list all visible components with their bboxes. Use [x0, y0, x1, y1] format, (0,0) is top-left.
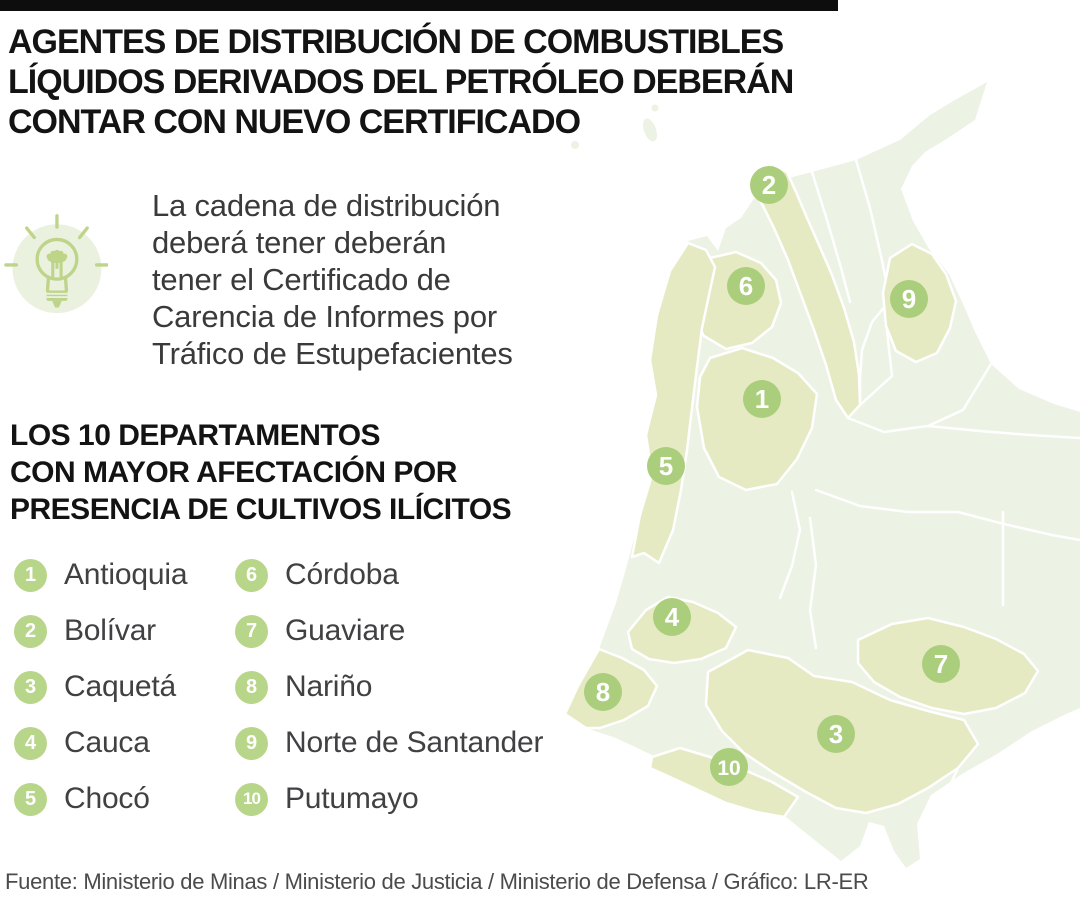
item-label: Cauca — [64, 726, 150, 759]
list-item: 5 Chocó — [14, 771, 187, 827]
map-marker-10: 10 — [710, 748, 748, 786]
map-marker-8: 8 — [584, 673, 622, 711]
map-marker-7: 7 — [922, 645, 960, 683]
top-accent-bar — [0, 0, 838, 11]
map-marker-4: 4 — [653, 598, 691, 636]
map-marker-1: 1 — [743, 380, 781, 418]
svg-text:6: 6 — [739, 271, 753, 301]
item-label: Norte de Santander — [285, 726, 544, 759]
map-markers: 1 2 3 4 5 6 7 8 9 10 — [584, 166, 960, 786]
map-marker-5: 5 — [647, 447, 685, 485]
map-marker-9: 9 — [890, 280, 928, 318]
item-number-badge: 4 — [14, 726, 47, 760]
list-item: 2 Bolívar — [14, 603, 187, 659]
source-line: Fuente: Ministerio de Minas / Ministerio… — [5, 869, 869, 894]
intro-text: La cadena de distribución deberá tener de… — [152, 188, 513, 371]
item-label: Córdoba — [285, 558, 399, 591]
departments-column-2: 6 Córdoba 7 Guaviare 8 Nariño 9 Norte de Santan… — [235, 547, 543, 827]
map-marker-2: 2 — [750, 166, 788, 204]
svg-text:2: 2 — [762, 170, 776, 200]
item-number-badge: 1 — [14, 558, 47, 592]
item-label: Antioquia — [64, 558, 188, 591]
list-item: 3 Caquetá — [14, 659, 187, 715]
departments-column-1: 1 Antioquia 2 Bolívar 3 Caquetá 4 Cauca 5 Chocó — [14, 547, 188, 827]
dept-bolivar — [754, 162, 862, 420]
item-number-badge: 10 — [235, 782, 268, 816]
item-label: Bolívar — [64, 614, 156, 647]
list-item: 7 Guaviare — [235, 603, 543, 659]
list-item: 4 Cauca — [14, 715, 187, 771]
svg-text:4: 4 — [665, 602, 680, 632]
svg-text:7: 7 — [934, 649, 948, 679]
svg-text:5: 5 — [659, 451, 673, 481]
colombia-map-svg: 1 2 3 4 5 6 7 8 9 10 — [563, 82, 1080, 868]
list-item: 1 Antioquia — [14, 547, 188, 603]
list-item: 8 Nariño — [235, 659, 543, 715]
svg-text:9: 9 — [902, 284, 916, 314]
map-marker-6: 6 — [727, 267, 765, 305]
lightbulb-icon — [4, 208, 109, 325]
item-label: Chocó — [64, 782, 150, 815]
list-item: 6 Córdoba — [235, 547, 543, 603]
map-marker-3: 3 — [817, 715, 855, 753]
item-number-badge: 5 — [14, 782, 47, 816]
item-number-badge: 6 — [235, 558, 268, 592]
svg-text:8: 8 — [596, 677, 610, 707]
svg-text:1: 1 — [755, 384, 769, 414]
item-number-badge: 3 — [14, 670, 47, 704]
dept-choco — [630, 241, 717, 565]
item-number-badge: 9 — [235, 726, 268, 760]
item-number-badge: 2 — [14, 614, 47, 648]
item-number-badge: 7 — [235, 614, 268, 648]
item-number-badge: 8 — [235, 670, 268, 704]
item-label: Caquetá — [64, 670, 177, 703]
list-item: 9 Norte de Santander — [235, 715, 543, 771]
item-label: Guaviare — [285, 614, 406, 647]
item-label: Nariño — [285, 670, 373, 703]
item-label: Putumayo — [285, 782, 419, 815]
colombia-map: 1 2 3 4 5 6 7 8 9 10 — [560, 60, 1080, 870]
islands — [571, 104, 659, 149]
dept-antioquia — [695, 346, 819, 492]
svg-text:3: 3 — [829, 719, 843, 749]
section-heading: LOS 10 DEPARTAMENTOS CON MAYOR AFECTACIÓN… — [10, 419, 512, 526]
list-item: 10 Putumayo — [235, 771, 543, 827]
svg-text:10: 10 — [717, 757, 740, 780]
page-title: AGENTES DE DISTRIBUCIÓN DE COMBUSTIBLES L… — [8, 23, 794, 141]
